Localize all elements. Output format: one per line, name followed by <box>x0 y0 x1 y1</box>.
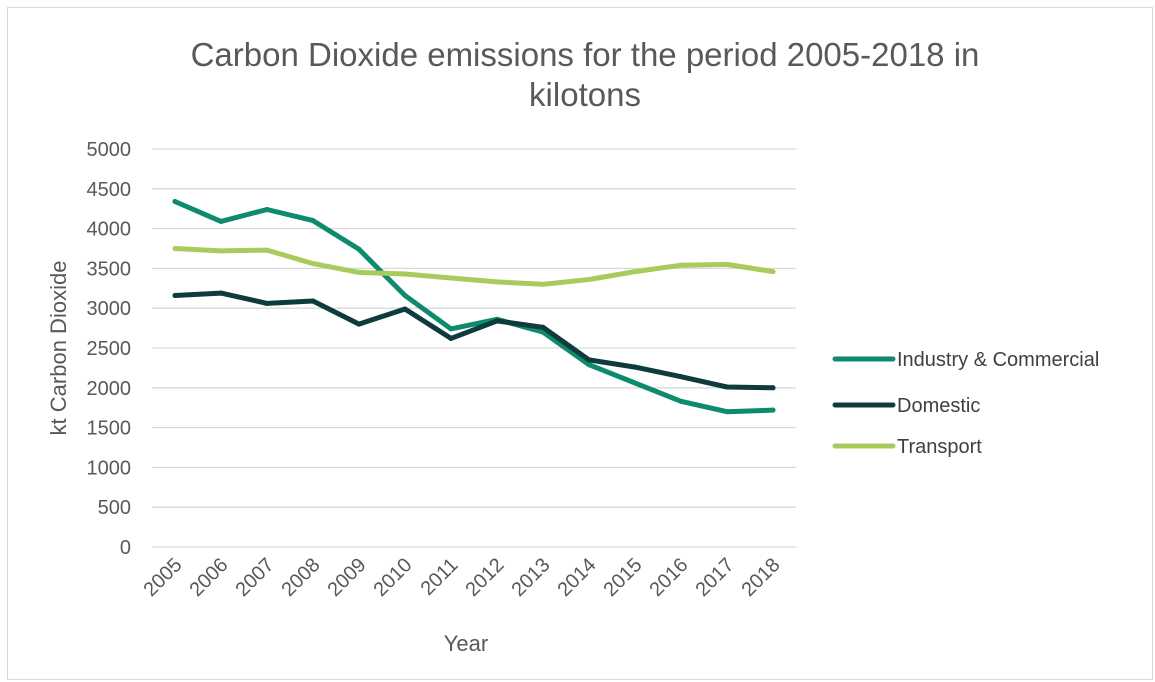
data-point <box>678 262 684 268</box>
data-point <box>770 385 776 391</box>
x-tick-label: 2015 <box>600 554 647 601</box>
y-tick-label: 4500 <box>87 179 132 201</box>
series-line-0 <box>172 199 776 415</box>
x-tick-label: 2008 <box>278 554 325 601</box>
y-tick-label: 4000 <box>87 219 132 241</box>
legend-item-1: Domestic <box>832 395 980 417</box>
data-point <box>494 279 500 285</box>
x-tick-label: 2013 <box>508 554 555 601</box>
y-axis-title: kt Carbon Dioxide <box>46 261 71 436</box>
x-tick-label: 2011 <box>417 554 463 600</box>
x-tick-label: 2016 <box>646 554 693 601</box>
chart-title-line-1: Carbon Dioxide emissions for the period … <box>191 36 980 73</box>
data-point <box>356 321 362 327</box>
data-point <box>494 318 500 324</box>
data-point <box>310 261 316 267</box>
data-point <box>218 290 224 296</box>
data-point <box>448 326 454 332</box>
data-point <box>724 261 730 267</box>
data-point <box>678 398 684 404</box>
data-point <box>172 292 178 298</box>
chart-title-line-2: kilotons <box>529 76 641 113</box>
data-point <box>356 246 362 252</box>
legend-label: Domestic <box>897 395 980 417</box>
data-point <box>218 218 224 224</box>
data-point <box>448 275 454 281</box>
data-point <box>632 364 638 370</box>
y-tick-label: 2000 <box>87 378 132 400</box>
data-point <box>356 269 362 275</box>
data-point <box>218 248 224 254</box>
data-point <box>632 380 638 386</box>
legend: Industry & Commercial Domestic Transport <box>832 349 1099 458</box>
y-tick-label: 5000 <box>87 139 132 161</box>
data-point <box>632 269 638 275</box>
data-point <box>724 384 730 390</box>
data-point <box>540 324 546 330</box>
y-axis-tick-labels: 0 500 1000 1500 2000 2500 3000 3500 4000 4500 5000 <box>87 139 132 559</box>
legend-item-2: Transport <box>832 436 982 458</box>
x-tick-label: 2014 <box>554 554 601 601</box>
data-point <box>172 246 178 251</box>
y-tick-label: 1500 <box>87 418 132 440</box>
x-tick-label: 2018 <box>738 554 785 601</box>
data-point <box>402 306 408 312</box>
x-tick-label: 2017 <box>692 554 739 601</box>
data-point <box>586 357 592 363</box>
legend-label: Transport <box>897 436 982 458</box>
data-point <box>172 199 178 205</box>
data-point <box>586 362 592 368</box>
data-point <box>264 247 270 253</box>
x-tick-label: 2006 <box>186 554 233 601</box>
x-tick-label: 2012 <box>462 554 509 601</box>
series-lines <box>172 199 776 415</box>
series-line-2 <box>172 246 776 287</box>
data-point <box>586 277 592 283</box>
data-point <box>310 298 316 304</box>
gridlines <box>152 148 796 548</box>
data-point <box>402 271 408 277</box>
legend-label: Industry & Commercial <box>897 349 1099 371</box>
data-point <box>540 281 546 287</box>
x-tick-label: 2005 <box>140 554 187 601</box>
x-axis-title: Year <box>444 631 488 656</box>
legend-item-0: Industry & Commercial <box>832 349 1099 371</box>
y-tick-label: 500 <box>98 497 131 519</box>
y-tick-label: 3500 <box>87 258 132 280</box>
data-point <box>724 409 730 415</box>
data-point <box>310 218 316 224</box>
y-tick-label: 0 <box>120 537 131 559</box>
x-tick-label: 2009 <box>324 554 371 601</box>
x-tick-label: 2010 <box>370 554 417 601</box>
y-tick-label: 2500 <box>87 338 132 360</box>
series-line-1 <box>172 290 776 391</box>
data-point <box>264 206 270 212</box>
y-tick-label: 1000 <box>87 457 132 479</box>
x-tick-label: 2007 <box>232 554 279 601</box>
data-point <box>264 300 270 306</box>
chart-frame <box>7 7 1153 680</box>
data-point <box>448 335 454 341</box>
y-tick-label: 3000 <box>87 298 132 320</box>
data-point <box>402 292 408 298</box>
data-point <box>770 407 776 413</box>
data-point <box>678 374 684 380</box>
data-point <box>770 269 776 275</box>
